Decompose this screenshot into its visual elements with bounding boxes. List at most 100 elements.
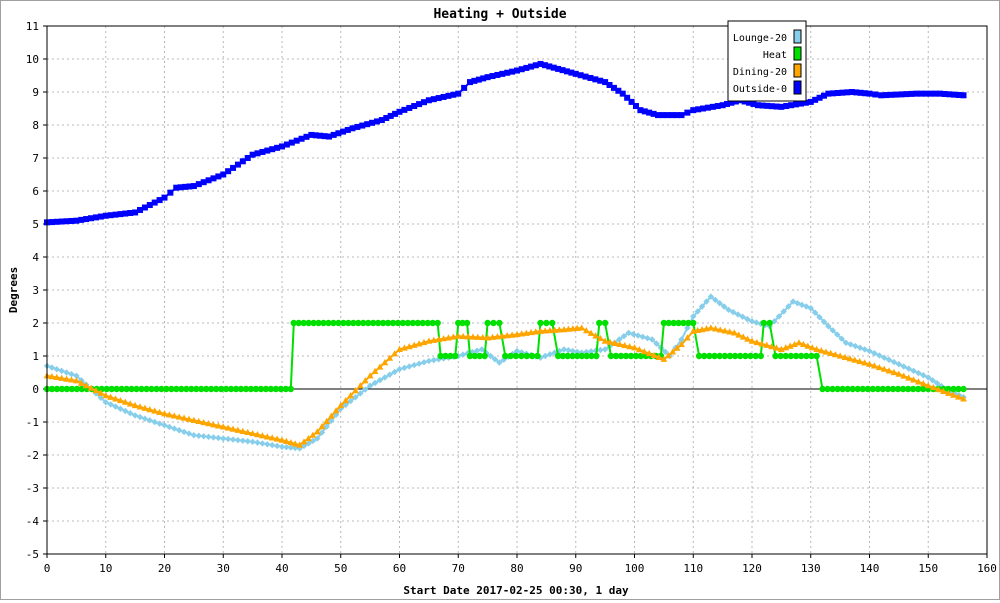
series-heat-point xyxy=(272,385,280,393)
series-outside-0-point xyxy=(768,103,775,110)
series-outside-0-point xyxy=(903,91,910,98)
legend-label-lounge-20: Lounge-20 xyxy=(733,33,787,44)
series-outside-0-point xyxy=(186,183,193,190)
series-lounge-20-point xyxy=(58,367,65,375)
series-outside-0-point xyxy=(132,209,139,216)
series-outside-0-point xyxy=(308,131,315,138)
series-outside-0-point xyxy=(537,60,544,67)
series-lounge-20-point xyxy=(249,438,256,445)
series-dining-20-point xyxy=(356,382,364,389)
series-dining-20-point xyxy=(508,331,516,338)
series-outside-0-point xyxy=(317,132,324,139)
series-outside-0-point xyxy=(83,216,90,223)
series-dining-20-point xyxy=(541,327,549,334)
series-lounge-20-point xyxy=(269,441,276,449)
series-lounge-20-point xyxy=(63,369,70,376)
series-heat-point xyxy=(282,385,290,393)
series-outside-0-point xyxy=(646,109,653,116)
series-lounge-20-point xyxy=(151,418,158,426)
series-dining-20-point xyxy=(254,431,261,438)
legend-swatch-lounge-20 xyxy=(793,29,802,44)
series-heat-point xyxy=(747,352,754,360)
series-heat-point xyxy=(68,385,76,393)
series-heat-point xyxy=(330,319,337,327)
series-dining-20-point xyxy=(391,350,399,357)
series-heat-point xyxy=(267,385,275,393)
series-outside-0-point xyxy=(411,103,418,110)
series-dining-20-point xyxy=(841,353,849,360)
series-outside-0-point xyxy=(550,64,557,71)
series-dining-20-point xyxy=(626,343,634,350)
series-dining-20-point xyxy=(808,344,816,351)
series-lounge-20-point xyxy=(895,361,903,368)
series-dining-20-point xyxy=(332,407,340,414)
series-lounge-20-point xyxy=(739,313,746,320)
series-dining-20-point xyxy=(660,355,668,362)
series-heat-point xyxy=(437,352,444,360)
chart-title: Heating + Outside xyxy=(433,7,566,22)
series-outside-0-point xyxy=(88,215,95,222)
series-lounge-20-point xyxy=(780,308,787,315)
series-dining-20-point xyxy=(224,424,232,431)
series-heat-point xyxy=(203,385,210,393)
series-dining-20-point xyxy=(673,344,681,351)
series-outside-0-point xyxy=(200,179,207,186)
series-outside-0-point xyxy=(946,91,953,98)
series-heat-point xyxy=(481,352,488,360)
series-lounge-20-point xyxy=(68,370,75,378)
series-lounge-20-point xyxy=(283,443,290,451)
series-dining-20-point xyxy=(347,392,354,399)
series-outside-0-point xyxy=(728,99,735,106)
series-dining-20-point xyxy=(678,340,685,348)
series-dining-20 xyxy=(43,324,967,448)
series-outside-0-point xyxy=(499,70,506,77)
series-heat-point xyxy=(133,385,140,393)
series-lounge-20-point xyxy=(518,349,525,356)
series-outside-0-point xyxy=(812,96,819,103)
series-heat-point xyxy=(463,319,471,327)
series-dining-20-point xyxy=(318,423,326,430)
series-heat-point xyxy=(455,319,462,327)
series-dining-20-point xyxy=(955,393,962,400)
series-lounge-20-point xyxy=(866,347,873,355)
series-heat-point xyxy=(247,385,255,393)
series-outside-0-point xyxy=(546,63,553,70)
series-lounge-20-point xyxy=(473,347,481,354)
series-outside-0-point xyxy=(435,95,442,102)
series-outside-0-point xyxy=(695,106,702,113)
x-tick-label: 40 xyxy=(275,562,288,575)
series-lounge-20-point xyxy=(876,352,883,359)
series-heat-point xyxy=(955,385,962,393)
series-heat-point xyxy=(632,352,640,360)
series-heat-point xyxy=(904,385,912,393)
series-heat-point xyxy=(675,319,682,327)
series-heat-point xyxy=(365,319,372,327)
series-dining-20-point xyxy=(650,351,658,359)
series-outside-0-point xyxy=(107,212,114,219)
series-heat-point xyxy=(212,385,220,393)
series-outside-0-point xyxy=(205,177,212,184)
series-outside-0-point xyxy=(383,114,390,121)
series-dining-20-point xyxy=(263,433,271,440)
series-lounge-20-point xyxy=(620,333,628,340)
series-dining-20-point xyxy=(464,333,472,340)
series-dining-20-point xyxy=(205,420,212,427)
series-outside-0-point xyxy=(719,102,726,109)
series-heat-point xyxy=(701,352,708,360)
series-heat-point xyxy=(232,385,240,393)
series-heat-point xyxy=(523,352,530,360)
series-heat-point xyxy=(442,352,449,360)
series-heat-point xyxy=(434,319,441,327)
series-outside-0-point xyxy=(783,103,790,110)
series-heat-point xyxy=(350,319,357,327)
series-outside-0-point xyxy=(461,84,468,91)
series-lounge-20-point xyxy=(166,423,173,431)
series-heat-point xyxy=(360,319,367,327)
series-lounge-20-point xyxy=(703,298,710,305)
series-dining-20-point xyxy=(180,414,188,421)
x-tick-label: 50 xyxy=(334,562,347,575)
series-dining-20-point xyxy=(707,324,715,331)
series-heat-point xyxy=(108,385,115,393)
series-lounge-20-point xyxy=(925,374,932,381)
series-outside-0-point xyxy=(127,210,134,216)
